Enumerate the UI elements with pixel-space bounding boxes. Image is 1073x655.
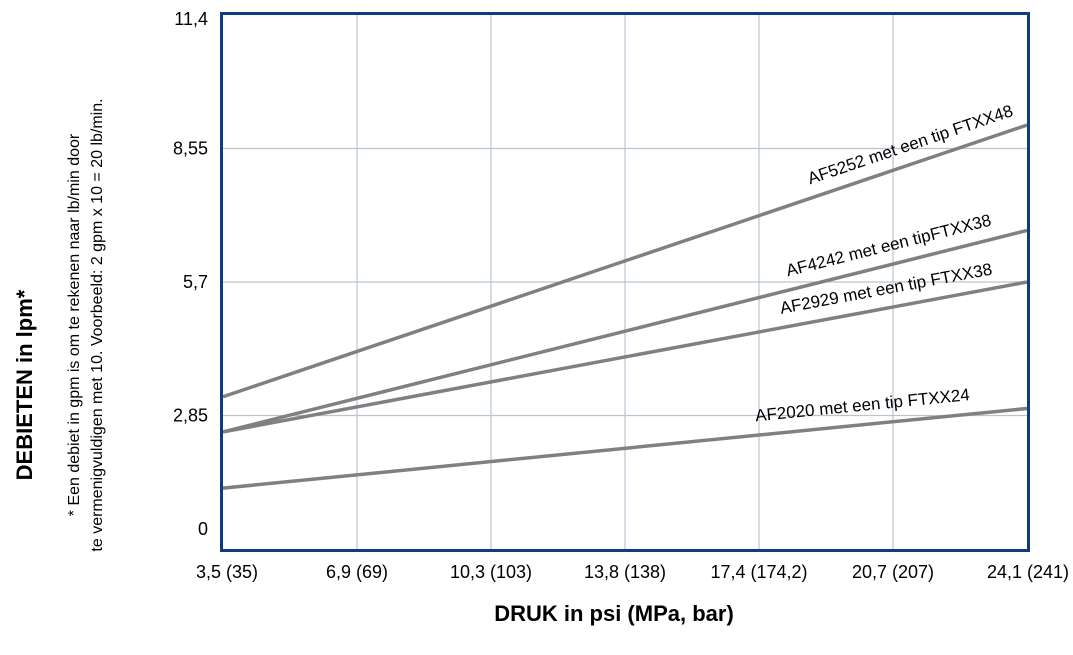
series-label: AF2020 met een tip FTXX24 bbox=[754, 385, 970, 425]
x-tick-label: 20,7 (207) bbox=[852, 562, 934, 582]
footnote-line-2: te vermenigvuldigen met 10. Voorbeeld: 2… bbox=[89, 98, 106, 551]
y-tick-label: 8,55 bbox=[173, 139, 208, 159]
x-tick-label: 24,1 (241) bbox=[987, 562, 1069, 582]
series-line bbox=[222, 228, 1028, 434]
x-tick-label: 13,8 (138) bbox=[584, 562, 666, 582]
plot-frame bbox=[220, 12, 1030, 552]
x-tick-label: 17,4 (174,2) bbox=[710, 562, 807, 582]
series-line bbox=[222, 280, 1028, 434]
y-tick-labels: 0 2,85 5,7 8,55 11,4 bbox=[173, 9, 208, 539]
series-lines bbox=[222, 123, 1028, 490]
series-line bbox=[222, 406, 1028, 490]
x-axis-title: DRUK in psi (MPa, bar) bbox=[494, 601, 734, 626]
footnote-line-1: * Een debiet in gpm is om te rekenen naa… bbox=[66, 133, 83, 516]
series-line bbox=[222, 123, 1028, 399]
y-tick-label: 5,7 bbox=[183, 272, 208, 292]
x-tick-labels: 3,5 (35) 6,9 (69) 10,3 (103) 13,8 (138) 17,4… bbox=[196, 562, 1069, 582]
y-tick-label: 0 bbox=[198, 519, 208, 539]
y-axis-title: DEBIETEN in lpm* bbox=[12, 289, 37, 480]
x-tick-label: 3,5 (35) bbox=[196, 562, 258, 582]
x-tick-label: 10,3 (103) bbox=[450, 562, 532, 582]
x-tick-label: 6,9 (69) bbox=[326, 562, 388, 582]
y-tick-label: 2,85 bbox=[173, 406, 208, 426]
y-tick-label: 11,4 bbox=[174, 9, 208, 29]
grid-lines bbox=[223, 15, 1027, 549]
series-label: AF5252 met een tip FTXX48 bbox=[805, 101, 1015, 188]
